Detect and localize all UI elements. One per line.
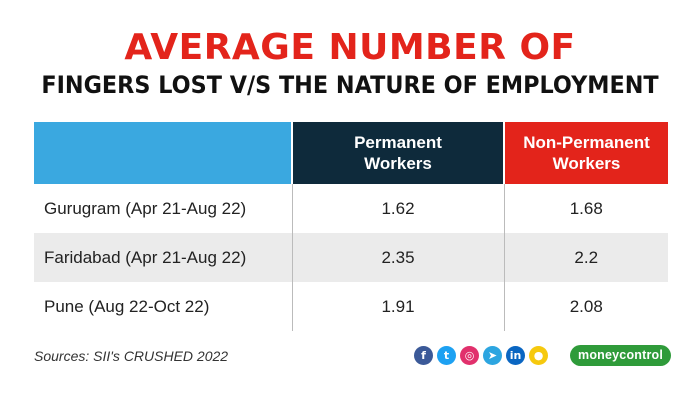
row-label-pune: Pune (Aug 22-Oct 22) <box>44 296 210 316</box>
row-label-faridabad: Faridabad (Apr 21-Aug 22) <box>34 233 292 282</box>
brand-logo-text: moneycontrol <box>570 345 672 366</box>
table-header-row: Permanent Workers Non-Permanent Workers <box>34 122 668 184</box>
brand-logo: moneycontrol <box>570 345 672 366</box>
header-blank-cell <box>34 122 292 184</box>
koo-icon[interactable]: ● <box>529 346 548 365</box>
sources-note: Sources: SII's CRUSHED 2022 <box>34 348 229 364</box>
cell-pune-permanent: 1.91 <box>291 282 504 331</box>
cell-faridabad-non-permanent: 2.2 <box>503 233 668 282</box>
header-non-permanent-workers: Non-Permanent Workers <box>503 122 668 184</box>
table-row-gurugram: Gurugram (Apr 21-Aug 22) 1.62 1.68 <box>34 184 668 233</box>
header-permanent-label: Permanent Workers <box>354 133 442 173</box>
telegram-icon[interactable]: ➤ <box>483 346 502 365</box>
table-row-faridabad: Faridabad (Apr 21-Aug 22) 2.35 2.2 <box>34 233 668 282</box>
cell-faridabad-permanent: 2.35 <box>291 233 504 282</box>
row-label-gurugram: Gurugram (Apr 21-Aug 22) <box>44 198 247 218</box>
header-non-permanent-label: Non-Permanent Workers <box>523 133 650 173</box>
data-table: Permanent Workers Non-Permanent Workers … <box>34 122 668 331</box>
header-permanent-workers: Permanent Workers <box>291 122 504 184</box>
social-icons: f t ◎ ➤ in ● <box>414 346 548 365</box>
chart-title-line1: AVERAGE NUMBER OF <box>124 27 576 68</box>
linkedin-icon[interactable]: in <box>506 346 525 365</box>
twitter-icon[interactable]: t <box>437 346 456 365</box>
instagram-icon[interactable]: ◎ <box>460 346 479 365</box>
cell-gurugram-non-permanent: 1.68 <box>503 184 668 233</box>
facebook-icon[interactable]: f <box>414 346 433 365</box>
cell-pune-non-permanent: 2.08 <box>503 282 668 331</box>
chart-title-line2: FINGERS LOST V/S THE NATURE OF EMPLOYMEN… <box>41 71 659 99</box>
cell-gurugram-permanent: 1.62 <box>291 184 504 233</box>
table-row-pune: Pune (Aug 22-Oct 22) 1.91 2.08 <box>34 282 668 331</box>
